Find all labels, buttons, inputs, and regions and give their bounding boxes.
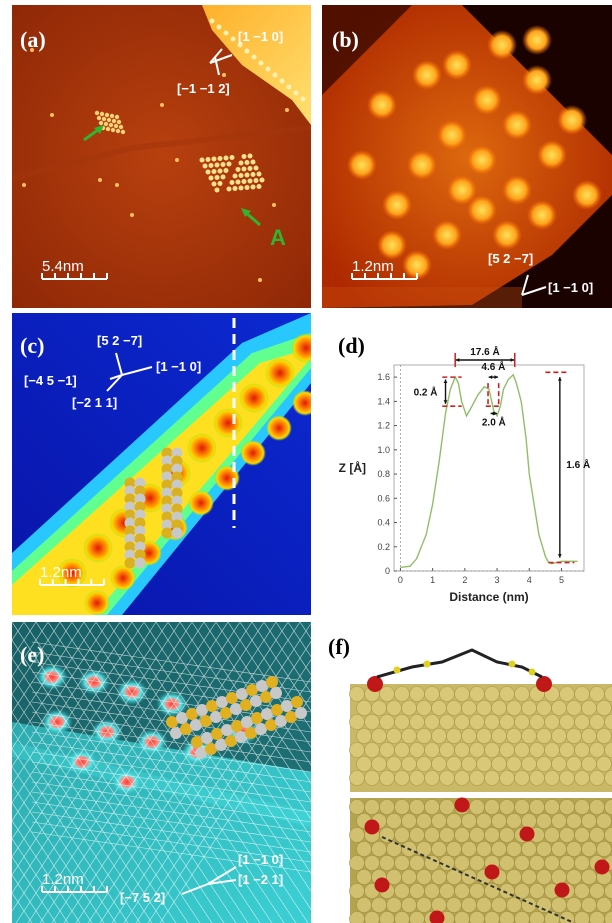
panel-a-direction-2: [−1 −1 2] [177, 81, 230, 96]
y-tick-label: 0 [385, 566, 390, 576]
panel-f-image [349, 648, 612, 923]
panel-c-direction-4: [−2 1 1] [72, 395, 118, 410]
y-axis-label: Z [Å] [339, 460, 366, 475]
y-tick-label: 1.4 [377, 396, 390, 406]
panel-e-label: (e) [20, 642, 45, 667]
x-tick-label: 4 [527, 575, 532, 585]
profile-line [400, 373, 578, 569]
y-tick-label: 0.2 [377, 542, 390, 552]
panel-a-direction-1: [1 −1 0] [238, 29, 284, 44]
x-tick-label: 0 [398, 575, 403, 585]
panel-e-scale-label: 1.2nm [42, 871, 84, 888]
panel-c-label: (c) [20, 333, 45, 358]
chart-annotation: 2.0 Å [482, 416, 506, 429]
panel-b-direction-2: [1 −1 0] [548, 280, 594, 295]
panel-b: (b) 1.2nm [5 2 −7] [1 −1 0] [322, 5, 612, 308]
profile-chart: 0 0.2 0.4 0.6 0.8 1.0 1.2 1.4 1.6 0 1 2 3 4 5 Distance … [339, 345, 591, 604]
y-tick-label: 1.6 [377, 372, 390, 382]
panel-a: (a) [1 −1 0] [−1 −1 2] A 5.4nm [12, 5, 311, 308]
panel-a-label: (a) [20, 27, 46, 52]
panel-f: (f) [322, 622, 612, 923]
panel-c: (c) [5 2 −7] [−4 5 −1] [1 −1 0] [−2 1 1]… [12, 313, 311, 615]
panel-b-image [322, 5, 612, 308]
panel-e: (e) [1 −1 0] [1 −2 1] [−7 5 2] 1.2nm [12, 622, 311, 923]
chart-annotation: 4.6 Å [481, 360, 505, 373]
panel-b-direction-1: [5 2 −7] [488, 251, 534, 266]
panel-a-image [12, 5, 311, 308]
x-tick-label: 3 [495, 575, 500, 585]
panel-d-label: (d) [338, 333, 365, 358]
chart-annotation: 1.6 Å [566, 458, 590, 471]
panel-a-scale-label: 5.4nm [42, 258, 84, 275]
panel-c-scale-label: 1.2nm [40, 564, 82, 581]
panel-c-image [12, 313, 311, 615]
y-tick-label: 0.4 [377, 518, 390, 528]
panel-c-direction-1: [5 2 −7] [97, 333, 143, 348]
panel-f-label: (f) [328, 634, 350, 659]
chart-annotation: 0.2 Å [414, 385, 438, 398]
x-tick-label: 2 [462, 575, 467, 585]
panel-c-direction-3: [1 −1 0] [156, 359, 202, 374]
chart-annotation: 17.6 Å [470, 345, 499, 358]
y-tick-label: 0.8 [377, 469, 390, 479]
panel-e-image [12, 622, 311, 923]
panel-b-scale-label: 1.2nm [352, 258, 394, 275]
panel-a-marker-label: A [270, 225, 286, 250]
panel-e-direction-1: [1 −1 0] [238, 852, 284, 867]
panel-d: (d) 0 0.2 0.4 0.6 0.8 1.0 1.2 1.4 1.6 0 1 2 3 4 5 Dista… [322, 313, 612, 615]
panel-e-direction-3: [−7 5 2] [120, 890, 166, 905]
x-tick-label: 1 [430, 575, 435, 585]
chart-plot-frame [393, 364, 585, 572]
x-axis-label: Distance (nm) [449, 590, 528, 604]
x-tick-label: 5 [559, 575, 564, 585]
panel-e-direction-2: [1 −2 1] [238, 872, 284, 887]
panel-b-label: (b) [332, 27, 359, 52]
panel-c-direction-2: [−4 5 −1] [24, 373, 77, 388]
y-tick-label: 1.0 [377, 445, 390, 455]
y-tick-label: 1.2 [377, 421, 390, 431]
y-tick-label: 0.6 [377, 493, 390, 503]
